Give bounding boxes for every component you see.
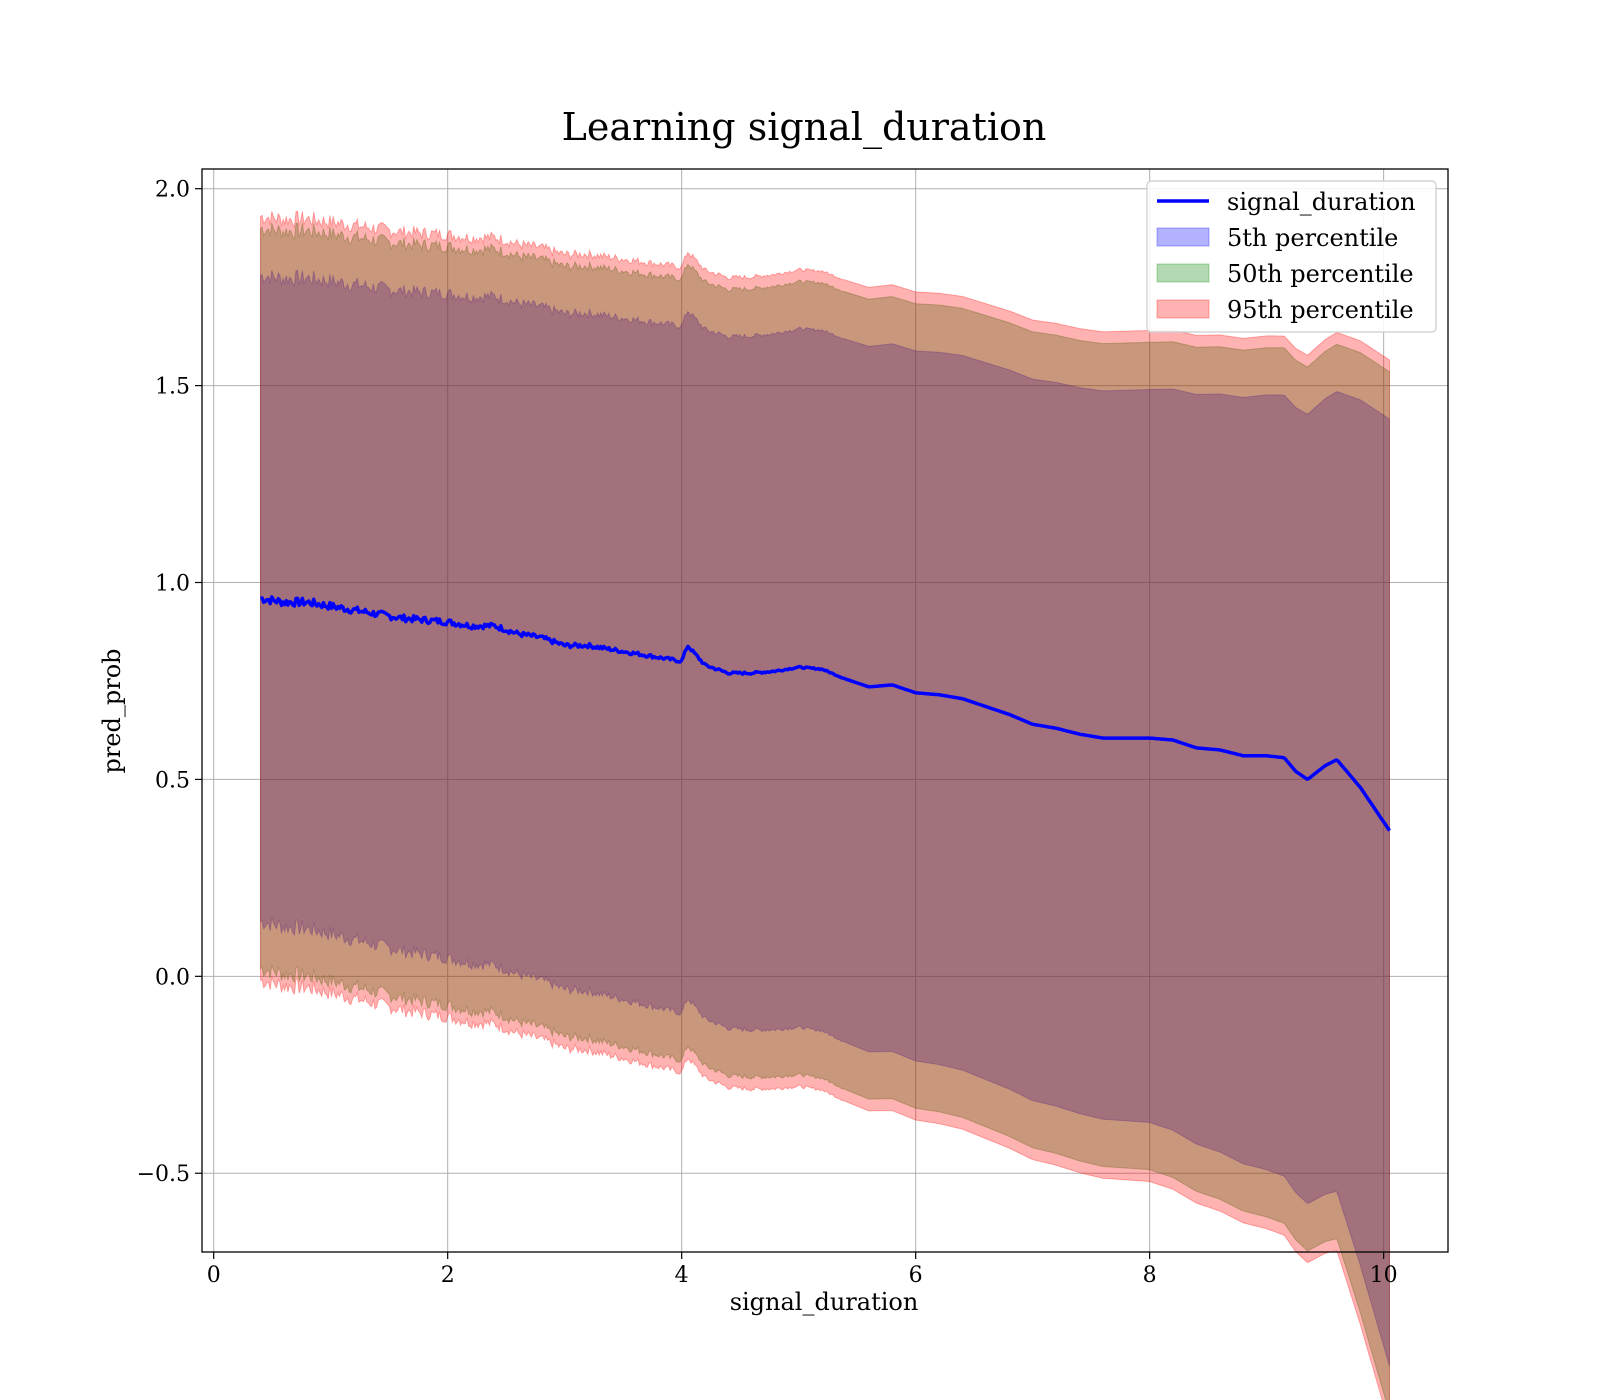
x-tick-label: 0 <box>207 1263 221 1288</box>
legend-label-95th: 95th percentile <box>1227 296 1414 324</box>
series-line-layer <box>260 595 1391 832</box>
y-tick-label: 0.0 <box>155 965 190 990</box>
x-tick-label: 2 <box>441 1263 455 1288</box>
y-tick-label: 1.5 <box>155 375 190 400</box>
y-axis-ticks: −0.5 0.0 0.5 1.0 1.5 2.0 <box>137 178 202 1187</box>
legend: signal_duration 5th percentile 50th perc… <box>1146 180 1437 333</box>
x-axis-label: signal_duration <box>730 1288 919 1316</box>
band-50th-percentile <box>260 222 1390 1400</box>
x-tick-label: 6 <box>909 1263 923 1288</box>
plot-frame <box>201 168 1449 1253</box>
grid-lines <box>202 169 1448 1252</box>
legend-swatch-50th <box>1156 263 1210 283</box>
x-tick-label: 4 <box>675 1263 689 1288</box>
series-line-signal-duration <box>260 595 1391 832</box>
chart-title: Learning signal_duration <box>562 105 1047 150</box>
percentile-bands <box>260 210 1390 1400</box>
legend-label-line: signal_duration <box>1227 188 1416 216</box>
legend-swatch-95th <box>1156 299 1210 319</box>
legend-label-5th: 5th percentile <box>1227 224 1398 252</box>
band-95th-percentile <box>260 210 1390 1400</box>
y-tick-label: 2.0 <box>155 178 190 203</box>
y-tick-label: 0.5 <box>155 768 190 793</box>
y-tick-label: −0.5 <box>137 1162 190 1187</box>
x-tick-label: 10 <box>1370 1263 1398 1288</box>
band-5th-percentile <box>260 269 1390 1367</box>
x-tick-label: 8 <box>1143 1263 1157 1288</box>
x-axis-ticks: 0 2 4 6 8 10 <box>207 1252 1398 1288</box>
legend-swatch-5th <box>1156 227 1210 247</box>
legend-box <box>1146 180 1437 333</box>
y-tick-label: 1.0 <box>155 572 190 597</box>
legend-label-50th: 50th percentile <box>1227 260 1414 288</box>
y-axis-label: pred_prob <box>98 648 126 773</box>
